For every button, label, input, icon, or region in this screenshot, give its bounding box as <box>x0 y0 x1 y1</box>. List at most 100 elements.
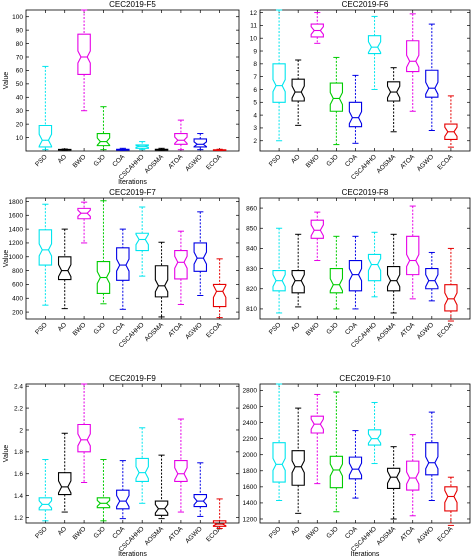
box-AOSMA <box>154 454 169 520</box>
x-tick-label: PSO <box>34 525 49 540</box>
x-tick-label: ECOA <box>436 525 454 543</box>
x-tick-label: GJO <box>325 525 339 539</box>
box-body <box>154 500 169 516</box>
x-tick-label: BWO <box>305 153 321 169</box>
y-tick-label: 1400 <box>9 226 24 233</box>
box-body <box>77 33 91 76</box>
box-ECOA <box>212 258 227 319</box>
y-tick-label: 1200 <box>243 516 258 523</box>
y-tick-label: 90 <box>16 27 24 34</box>
x-tick-label: GJO <box>325 321 339 335</box>
x-tick-label: ECOA <box>205 525 223 543</box>
box-BWO <box>310 393 324 485</box>
box-body <box>348 259 363 292</box>
x-tick-label: AOSMA <box>375 321 397 343</box>
chart-title: CEC2019-F5 <box>109 0 156 9</box>
plot-frame <box>25 197 240 320</box>
box-AGWO <box>193 133 208 151</box>
box-body <box>406 235 420 276</box>
box-body <box>425 268 439 290</box>
box-COA <box>348 74 363 144</box>
box-PSO <box>38 203 53 306</box>
box-body <box>367 253 382 282</box>
x-tick-label: AGWO <box>416 525 436 545</box>
box-body <box>348 456 363 480</box>
box-body <box>77 207 91 220</box>
box-body <box>57 148 72 151</box>
x-tick-label: ECOA <box>436 321 454 339</box>
box-COA <box>116 228 130 310</box>
x-tick-label: AO <box>57 525 69 537</box>
y-tick-label: 9 <box>253 48 257 55</box>
box-body <box>96 261 111 294</box>
box-body <box>193 138 208 148</box>
box-body <box>310 219 324 239</box>
x-tick-label: AO <box>290 525 302 537</box>
x-axis-label: Iterations <box>118 551 147 558</box>
y-tick-label: 810 <box>246 306 257 313</box>
x-tick-label: ECOA <box>205 321 223 339</box>
x-tick-label: AOSMA <box>143 321 165 343</box>
y-tick-label: 20 <box>16 121 24 128</box>
box-ECOA <box>212 148 227 152</box>
box-body <box>96 497 111 509</box>
y-tick-label: 850 <box>246 226 257 233</box>
plot-frame <box>259 9 471 152</box>
x-tick-label: AGWO <box>184 153 204 173</box>
box-COA <box>116 460 130 520</box>
x-tick-label: COA <box>111 525 126 540</box>
box-AOSMA <box>386 233 401 314</box>
box-body <box>116 148 130 151</box>
box-body <box>444 284 458 312</box>
box-body <box>444 123 458 141</box>
box-body <box>135 457 149 482</box>
x-tick-label: ATOA <box>399 525 417 543</box>
box-PSO <box>272 227 286 314</box>
box-body <box>57 472 72 496</box>
box-ATOA <box>406 13 420 112</box>
box-AGWO <box>425 411 439 502</box>
y-tick-label: 40 <box>16 95 24 102</box>
y-tick-label: 200 <box>12 309 23 316</box>
box-body <box>310 23 324 38</box>
x-tick-label: ATOA <box>399 321 417 339</box>
y-tick-label: 2800 <box>243 388 258 395</box>
box-body <box>329 82 344 112</box>
y-tick-label: 8 <box>253 61 257 68</box>
box-body <box>425 442 439 476</box>
box-body <box>116 247 130 281</box>
box-body <box>154 148 169 151</box>
box-ATOA <box>174 418 188 513</box>
box-AO <box>291 59 305 126</box>
box-body <box>386 81 401 102</box>
y-tick-label: 1.6 <box>14 471 23 478</box>
plot-frame <box>259 383 471 524</box>
x-tick-label: ATOA <box>167 153 185 171</box>
y-tick-label: 7 <box>253 74 257 81</box>
x-tick-label: COA <box>111 153 126 168</box>
box-BWO <box>310 12 324 44</box>
box-body <box>135 232 149 252</box>
box-body <box>272 270 286 292</box>
chart-title: CEC2019-F9 <box>109 374 156 383</box>
box-body <box>212 283 227 308</box>
x-tick-label: COA <box>344 321 359 336</box>
box-body <box>329 455 344 489</box>
chart-title: CEC2019-F7 <box>109 188 156 197</box>
box-AGWO <box>193 462 208 517</box>
box-AO <box>57 432 72 513</box>
x-tick-label: AO <box>57 153 69 165</box>
box-body <box>272 63 286 103</box>
y-tick-label: 2400 <box>243 420 258 427</box>
box-AGWO <box>193 211 208 296</box>
y-tick-label: 4 <box>253 112 257 119</box>
box-CSCAHHO <box>135 427 149 504</box>
box-body <box>135 144 149 149</box>
x-tick-label: AOSMA <box>143 525 165 547</box>
y-tick-label: 1200 <box>9 240 24 247</box>
y-tick-label: 10 <box>16 135 24 142</box>
box-body <box>291 450 305 486</box>
x-tick-label: PSO <box>34 153 49 168</box>
